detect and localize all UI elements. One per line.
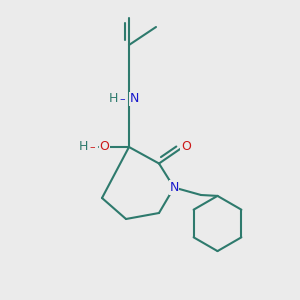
Text: N: N (130, 92, 139, 106)
Text: O: O (181, 140, 191, 154)
Text: N: N (169, 181, 179, 194)
Text: O: O (100, 140, 109, 154)
Text: –: – (90, 142, 95, 152)
Text: H: H (109, 92, 118, 106)
Text: –: – (120, 94, 125, 104)
Text: H: H (79, 140, 88, 154)
